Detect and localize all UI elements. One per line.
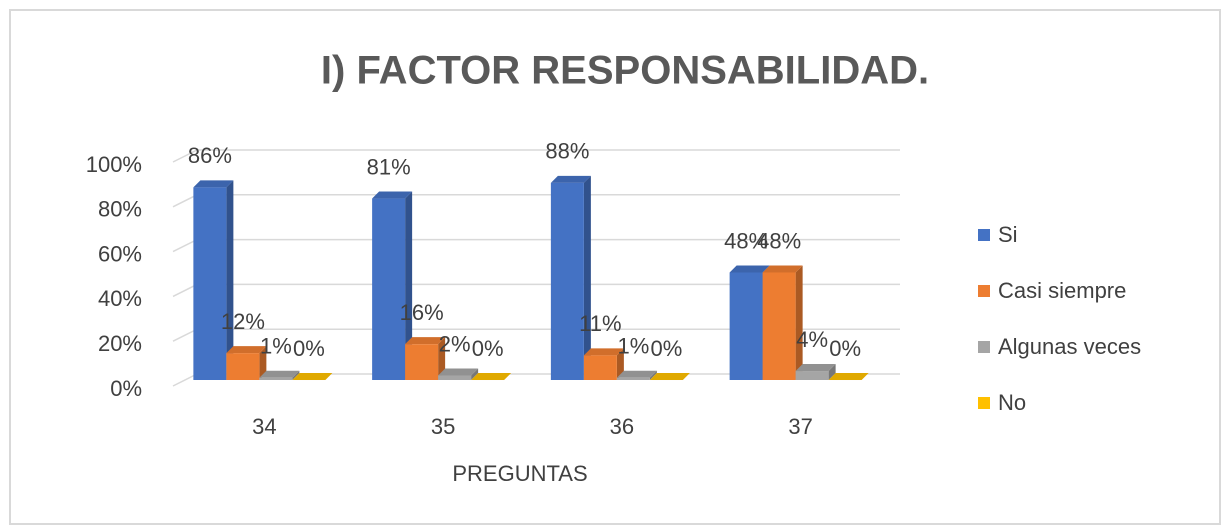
- y-tick-label: 60%: [98, 241, 142, 266]
- bar-side: [226, 180, 234, 380]
- bar: [193, 187, 227, 380]
- bar: [438, 375, 472, 380]
- bar-top: [372, 191, 413, 199]
- bar-side: [438, 337, 446, 380]
- data-label: 0%: [472, 336, 504, 361]
- bar: [795, 371, 829, 380]
- legend-label: No: [998, 390, 1026, 415]
- bar-side: [616, 348, 624, 380]
- legend-label: Si: [998, 222, 1018, 247]
- data-label: 11%: [579, 311, 621, 336]
- legend-swatch: [978, 341, 990, 353]
- bar: [372, 198, 406, 380]
- y-tick-label: 100%: [86, 152, 142, 177]
- data-label: 88%: [545, 139, 589, 164]
- bar-top: [616, 370, 657, 378]
- data-label: 2%: [439, 331, 471, 356]
- data-label: 1%: [617, 334, 649, 359]
- bar-top: [226, 346, 267, 354]
- legend-swatch: [978, 397, 990, 409]
- bar-side: [292, 370, 300, 380]
- x-tick-label: 36: [610, 414, 634, 439]
- legend-swatch: [978, 285, 990, 297]
- bar-side: [583, 175, 591, 380]
- bar: [550, 182, 584, 380]
- data-label: 12%: [221, 309, 265, 334]
- bar: [583, 355, 617, 380]
- bar-side: [405, 191, 413, 380]
- y-tick-label: 20%: [98, 331, 142, 356]
- x-tick-label: 34: [252, 414, 276, 439]
- bar-top: [438, 368, 479, 376]
- bar: [616, 377, 650, 380]
- data-label: 48%: [757, 228, 801, 253]
- bar: [762, 272, 796, 380]
- data-label: 16%: [400, 300, 444, 325]
- bar: [259, 377, 293, 380]
- y-tick-label: 0%: [110, 376, 142, 401]
- bar-top: [193, 180, 234, 188]
- data-label: 0%: [650, 336, 682, 361]
- data-label: 4%: [796, 327, 828, 352]
- bar: [729, 272, 763, 380]
- x-axis-title: PREGUNTAS: [452, 461, 587, 486]
- bar-side: [649, 370, 657, 380]
- data-label: 48%: [724, 228, 768, 253]
- legend-label: Casi siempre: [998, 278, 1126, 303]
- bar-top: [292, 373, 333, 380]
- bar-top: [405, 337, 446, 345]
- y-tick-label: 80%: [98, 197, 142, 222]
- chart-title: I) FACTOR RESPONSABILIDAD.: [321, 49, 929, 93]
- data-label: 81%: [367, 154, 411, 179]
- x-tick-label: 35: [431, 414, 455, 439]
- bar-side: [828, 364, 836, 380]
- bar-top: [762, 265, 803, 273]
- bar: [405, 344, 439, 380]
- bar-top: [259, 370, 300, 378]
- bar: [226, 353, 260, 380]
- data-label: 0%: [293, 336, 325, 361]
- data-label: 86%: [188, 143, 232, 168]
- bar-top: [729, 265, 770, 273]
- bar-side: [471, 368, 479, 380]
- data-label: 1%: [260, 334, 292, 359]
- bar-top: [550, 175, 591, 183]
- legend-label: Algunas veces: [998, 334, 1141, 359]
- legend-swatch: [978, 229, 990, 241]
- bar-top: [795, 364, 836, 372]
- data-label: 0%: [829, 336, 861, 361]
- bar-top: [649, 373, 690, 380]
- x-tick-label: 37: [788, 414, 812, 439]
- bar-side: [795, 265, 803, 380]
- bar-top: [583, 348, 624, 356]
- grid-line: [172, 149, 900, 163]
- bar-top: [828, 373, 869, 380]
- y-tick-label: 40%: [98, 286, 142, 311]
- bar-top: [471, 373, 512, 380]
- bar-side: [259, 346, 267, 380]
